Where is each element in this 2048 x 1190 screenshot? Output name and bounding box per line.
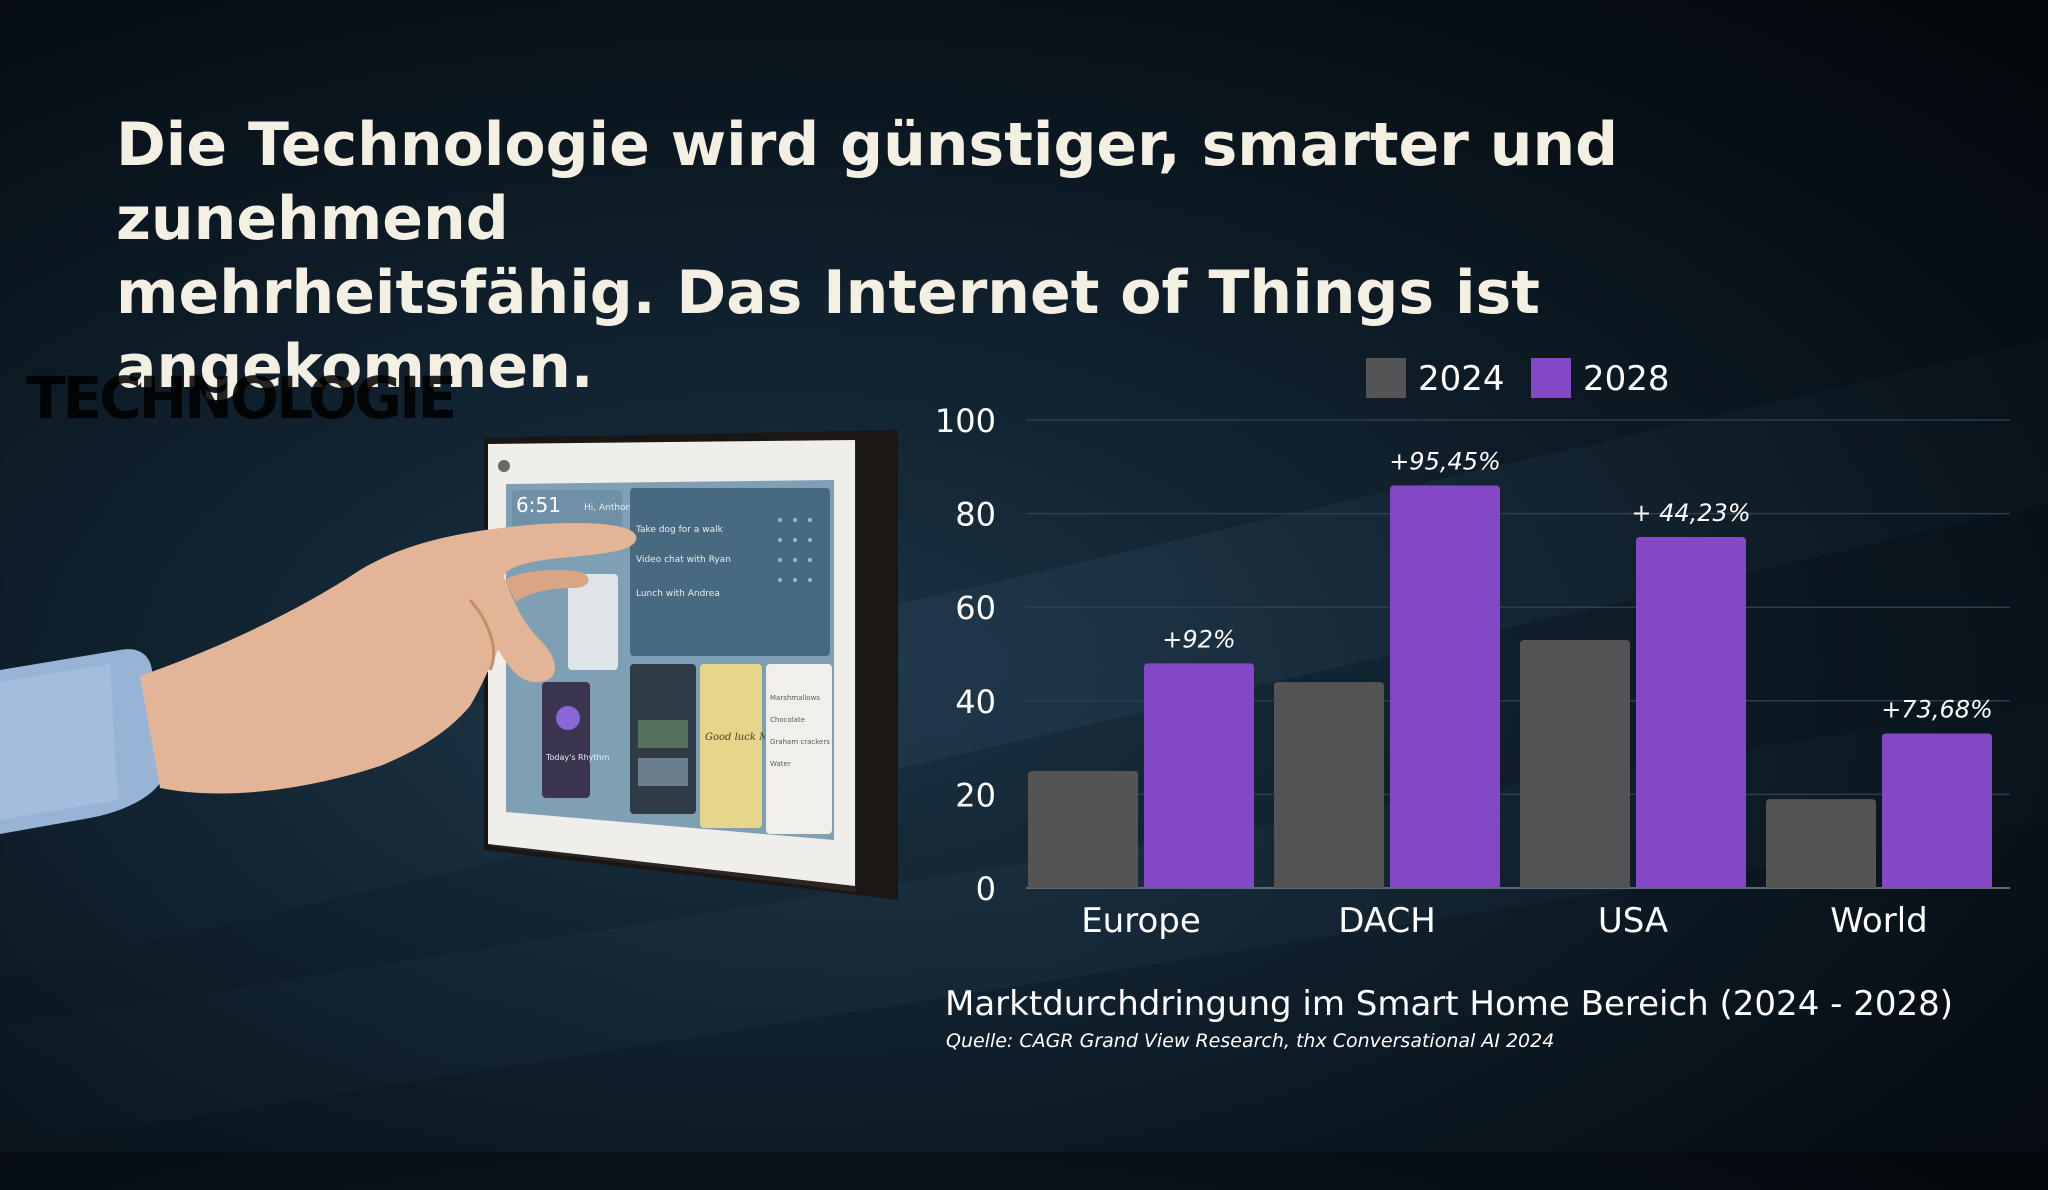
screen-widget-text: Water [770,760,791,768]
screen-list-item: Video chat with Ryan [636,555,731,565]
x-tick-label: World [1830,901,1927,941]
slide-title: Die Technologie wird günstiger, smarter … [116,108,1996,404]
screen-widget-text: Chocolate [770,716,805,724]
bar-2024-europe [1028,771,1138,888]
bar-2024-dach [1274,682,1384,888]
bar-2024-world [1766,799,1876,888]
legend-swatch-2028 [1531,358,1571,398]
slide-title-line-1: Die Technologie wird günstiger, smarter … [116,110,1619,254]
screen-widget-text: Today's Rhythm [545,753,610,762]
y-tick-label: 0 [976,870,996,908]
screen-widget-text: Good luck Mom! [705,732,789,743]
bar-2028-usa [1636,537,1746,888]
legend-label: 2028 [1583,359,1670,399]
smart-display-image: 6:51 Hi, Anthony Take dog for a walk Vid… [0,430,898,900]
hand [140,522,637,794]
smart-display-illustration: 6:51 Hi, Anthony Take dog for a walk Vid… [0,420,910,920]
x-tick-label: DACH [1338,901,1436,941]
screen-sticky-note [700,664,762,828]
screen-list-item: Take dog for a walk [635,525,724,535]
y-tick-label: 40 [955,683,996,721]
legend-label: 2024 [1418,359,1505,399]
screen-calendar-grid [778,518,812,582]
x-tick-label: USA [1598,901,1668,941]
slide-title-line-2: mehrheitsfähig. Das Internet of Things i… [116,258,1540,402]
bar-annotation: +73,68% [1881,696,1993,724]
legend-swatch-2024 [1366,358,1406,398]
bar-chart: 0 20 40 60 80 100 +92% Europe +95,45% DACH + 44,23… [935,358,2010,941]
screen-music-widget [542,682,590,798]
y-tick-label: 100 [935,402,996,440]
bar-annotation: +92% [1162,625,1235,653]
x-tick-label: Europe [1081,901,1201,941]
chart-title: Marktdurchdringung im Smart Home Bereich… [945,984,1953,1024]
y-tick-label: 80 [955,496,996,534]
screen-clock-widget [512,490,622,532]
bar-annotation: +95,45% [1389,448,1501,476]
screen-note-widget [568,574,618,670]
screen-list-item: Lunch with Andrea [636,589,720,599]
bar-2028-europe [1144,663,1254,888]
screen-shopping-list [766,664,832,834]
screen-widget-text: Graham crackers [770,738,830,746]
y-tick-label: 20 [955,776,996,814]
screen-list-widget [630,488,830,656]
bar-annotation: + 44,23% [1631,499,1750,527]
chart-source: Quelle: CAGR Grand View Research, thx Co… [946,1030,1555,1052]
y-tick-label: 60 [955,589,996,627]
bar-2024-usa [1520,639,1630,888]
screen-greeting: Hi, Anthony [584,503,637,513]
screen-time: 6:51 [516,493,561,517]
bar-2028-world [1882,733,1992,888]
bar-2028-dach [1390,485,1500,888]
screen-widget-text: Marshmallows [770,694,820,702]
section-label: TECHNOLOGIE [26,364,457,432]
